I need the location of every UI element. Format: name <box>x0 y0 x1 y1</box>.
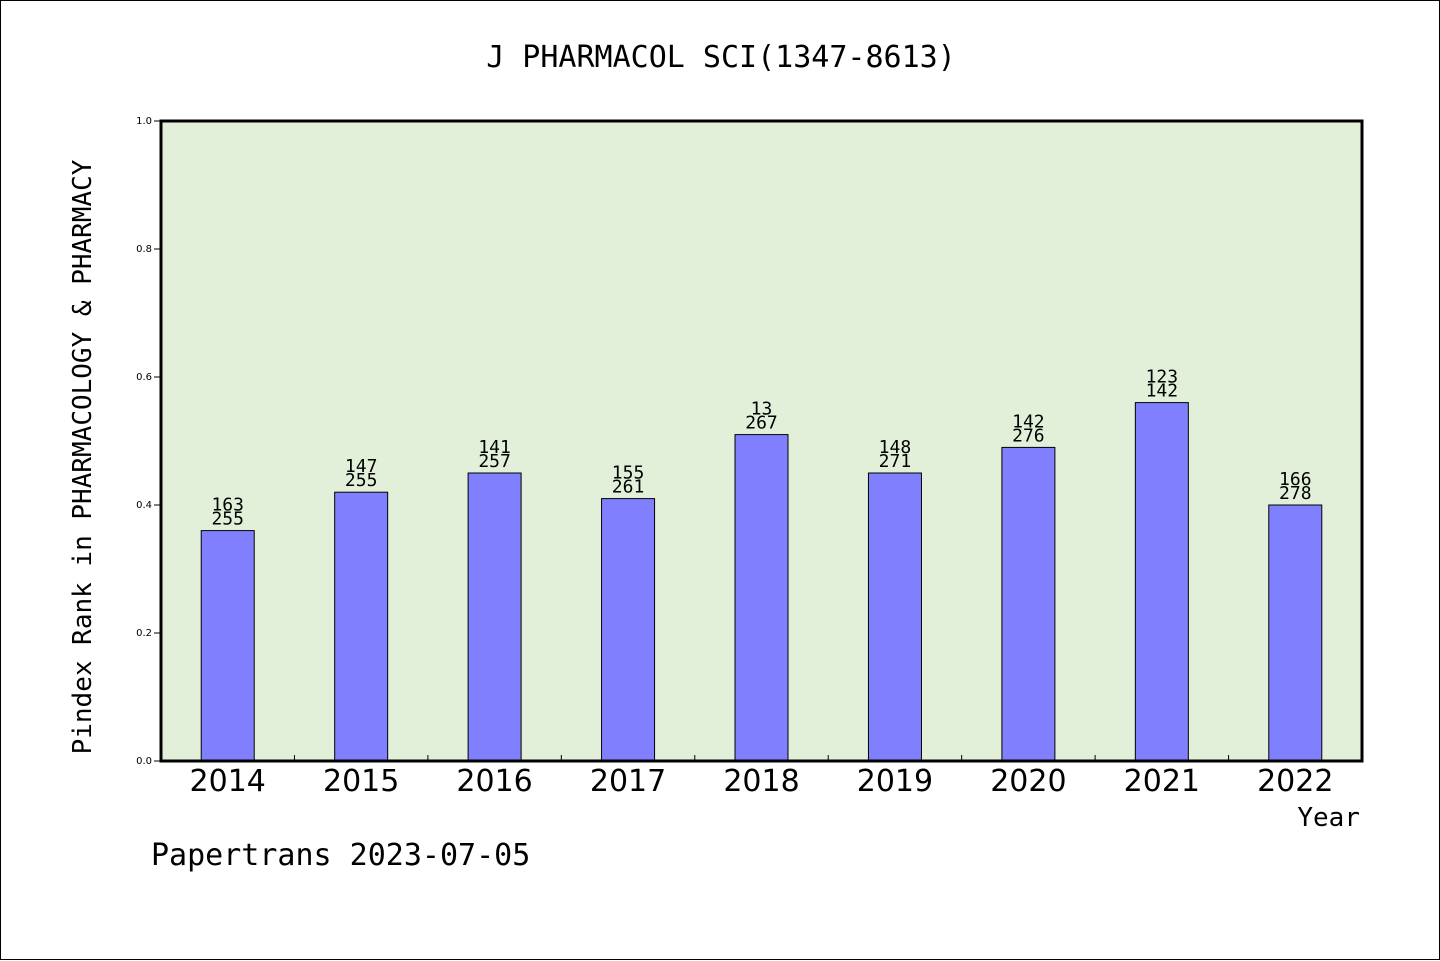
x-tick-label: 2014 <box>190 764 266 799</box>
x-tick-label: 2015 <box>323 764 399 799</box>
x-axis-label: Year <box>1297 803 1360 833</box>
y-tick-label: 0.8 <box>136 244 152 255</box>
bar-total-label: 257 <box>478 451 511 472</box>
x-axis-ticks: 2014 2015 2016 2017 2018 2019 2020 2021 2022 <box>190 755 1333 799</box>
y-axis-ticks: 0.0 0.2 0.4 0.6 0.8 1.0 <box>136 116 161 767</box>
bar-rank-label: 166 <box>1279 469 1312 490</box>
bar-total-label: 276 <box>1012 425 1045 446</box>
y-axis-label: Pindex Rank in PHARMACOLOGY & PHARMACY <box>68 159 98 754</box>
bar-rank-label: 148 <box>879 437 912 458</box>
y-tick-label: 0.6 <box>136 372 152 383</box>
bar-2022 <box>1268 504 1323 762</box>
x-tick-label: 2018 <box>723 764 799 799</box>
bar-total-label: 278 <box>1279 483 1312 504</box>
bar-rank-label: 123 <box>1146 367 1179 388</box>
bar-2016 <box>467 472 522 762</box>
bar-2020 <box>1001 446 1056 762</box>
bar-2015 <box>334 491 389 762</box>
bar-2018 <box>734 434 789 762</box>
x-tick-label: 2021 <box>1124 764 1200 799</box>
bar-total-label: 271 <box>879 451 912 472</box>
bar-rank-label: 13 <box>751 399 773 420</box>
x-tick-label: 2017 <box>590 764 666 799</box>
bars-group: 1632551472551412571552611326714827114227… <box>200 367 1323 762</box>
bar-rank-label: 142 <box>1012 411 1045 432</box>
bar-rank-label: 147 <box>345 456 378 477</box>
x-tick-label: 2020 <box>990 764 1066 799</box>
bar-total-label: 255 <box>345 470 378 491</box>
plot-border <box>159 119 1364 763</box>
y-tick-label: 0.2 <box>136 628 152 639</box>
bar-total-label: 255 <box>211 509 244 530</box>
x-tick-label: 2022 <box>1257 764 1333 799</box>
bar-total-label: 267 <box>745 413 778 434</box>
y-tick-label: 0.4 <box>136 500 152 511</box>
bar-2019 <box>867 472 922 762</box>
y-tick-label: 1.0 <box>136 116 152 127</box>
bar-total-label: 261 <box>612 477 645 498</box>
bar-total-label: 142 <box>1146 381 1179 402</box>
bar-rank-label: 141 <box>478 437 511 458</box>
bar-2021 <box>1134 402 1189 762</box>
bar-rank-label: 163 <box>211 495 244 516</box>
watermark: Papertrans 2023-07-05 <box>151 838 530 873</box>
bar-rank-label: 155 <box>612 463 645 484</box>
x-tick-label: 2019 <box>857 764 933 799</box>
bar-2014 <box>200 530 255 762</box>
chart-title: J PHARMACOL SCI(1347-8613) <box>486 40 956 75</box>
bar-2017 <box>601 498 656 762</box>
y-tick-label: 0.0 <box>136 756 152 767</box>
x-tick-label: 2016 <box>456 764 532 799</box>
